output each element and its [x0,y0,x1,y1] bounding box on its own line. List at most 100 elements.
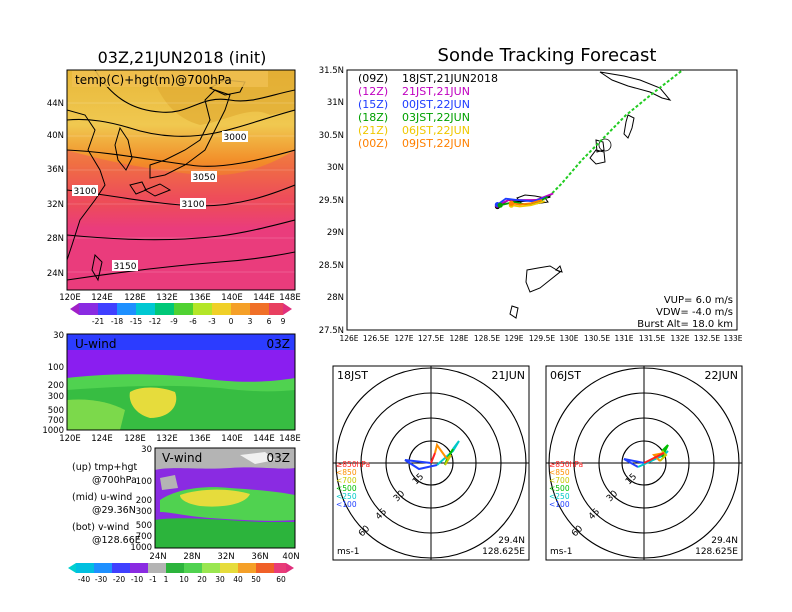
colorbar-tick: -21 [92,317,104,326]
track-line-2 [496,195,548,206]
level-label: <250 [336,492,357,501]
lat-tick: 44N [47,99,64,109]
lat-tick: 36N [251,552,268,562]
colorbar-tick: 3 [248,317,253,326]
hodo-lon: 128.625E [695,547,738,557]
landing-point-5 [508,200,514,206]
level-label: <850 [336,468,357,477]
hodograph-trace-0 [623,458,645,468]
ascent-path [547,70,685,198]
lon-tick: 128E [449,334,468,343]
lat-tick: 32N [47,200,64,210]
hodograph-1-plot [404,440,460,471]
hodo-date: 21JUN [491,369,525,382]
lon-tick: 132E [156,293,178,303]
colorbar-tick: -9 [170,317,178,326]
colorbar-tick: -30 [95,575,107,584]
hodo-lat: 29.4N [498,536,525,546]
hodo-unit: ms-1 [550,547,572,557]
lon-tick: 148E [279,434,301,444]
lon-tick: 128E [124,434,146,444]
colorbar-tick: 6 [267,317,272,326]
contour-label: 3000 [224,133,247,143]
colorbar-tick: -40 [78,575,90,584]
legend-jst: 18JST,21JUN2018 [402,72,498,85]
hodo-time: 18JST [337,369,368,382]
hodograph-trace-5 [643,452,665,464]
contour-label: 3100 [182,200,205,210]
pressure-tick: 700 [48,416,64,426]
param-vdw: VDW= -4.0 m/s [656,307,733,318]
burst-ring [598,138,612,152]
level-label: <700 [549,476,570,485]
temperature-map: 3000 3050 3100 3100 3150 [67,70,295,290]
pressure-tick: 1000 [130,543,152,553]
lon-tick: 124E [91,434,113,444]
colorbar-tick: 40 [233,575,243,584]
track-map [347,70,737,330]
wind-colorbar [68,563,294,573]
legend-jst: 21JST,21JUN [402,85,470,98]
lon-tick: 132E [670,334,689,343]
lon-tick: 144E [253,293,275,303]
pressure-tick: 300 [48,392,64,402]
hodograph-trace-3 [444,454,452,466]
lon-tick: 128.5E [474,334,500,343]
colorbar-tick: 10 [179,575,189,584]
track-line-4 [511,200,546,208]
lat-tick: 30.5N [319,131,344,141]
lon-tick: 126E [339,334,358,343]
hodo-date: 22JUN [704,369,738,382]
legend-z: (09Z) [358,72,388,85]
ring-label: 15 [624,472,639,487]
hodograph-1: 18JST 21JUN 15 30 45 60 ≥850hPa <850 <70… [332,365,530,561]
map-title: 03Z,21JUN2018 (init) [98,48,267,67]
vwind-cross-section [155,448,295,548]
pressure-tick: 700 [136,532,152,542]
hodograph-trace-0 [404,459,438,471]
note-mid-level: @29.36N [92,505,136,516]
colorbar-tick: -15 [130,317,142,326]
lat-tick: 30N [327,163,344,173]
landing-point-3 [497,202,503,208]
lat-tick: 36N [47,165,64,175]
colorbar-tick: 20 [197,575,207,584]
colorbar-tick: -12 [149,317,161,326]
lon-tick: 136E [189,434,211,444]
vwind-time: 03Z [267,451,291,465]
lat-tick: 28N [327,293,344,303]
lat-tick: 27.5N [319,326,344,336]
hodo-lon: 128.625E [482,547,525,557]
legend-z: (00Z) [358,137,388,150]
hodograph-trace-4 [434,442,448,460]
ring-label: 30 [605,489,620,504]
track-title: Sonde Tracking Forecast [438,45,657,66]
lon-tick: 126.5E [363,334,389,343]
ring-label: 30 [392,489,407,504]
note-up: (up) tmp+hgt [72,462,138,473]
legend-jst: 06JST,22JUN [402,124,470,137]
lat-tick: 32N [217,552,234,562]
note-bot: (bot) v-wind [72,522,129,533]
lat-tick: 29N [327,228,344,238]
level-label: <700 [336,476,357,485]
level-label: <100 [549,500,570,509]
legend-z: (18Z) [358,111,388,124]
pressure-tick: 500 [48,406,64,416]
legend-z: (21Z) [358,124,388,137]
colorbar-tick: 9 [281,317,286,326]
contour-labels: 3000 3050 3100 3100 3150 [72,131,248,272]
level-label: ≥850hPa [336,460,370,469]
lon-tick: 124E [91,293,113,303]
note-up-level: @700hPa [92,475,137,486]
lon-tick: 144E [253,434,275,444]
note-bot-level: @128.66E [92,535,141,546]
lat-tick: 31N [327,98,344,108]
level-label: <500 [549,484,570,493]
level-label: <100 [336,500,357,509]
lat-tick: 31.5N [319,66,344,76]
lon-tick: 140E [221,293,243,303]
lon-tick: 131E [614,334,633,343]
pressure-tick: 300 [136,507,152,517]
map-field-label: temp(C)+hgt(m)@700hPa [75,73,232,87]
